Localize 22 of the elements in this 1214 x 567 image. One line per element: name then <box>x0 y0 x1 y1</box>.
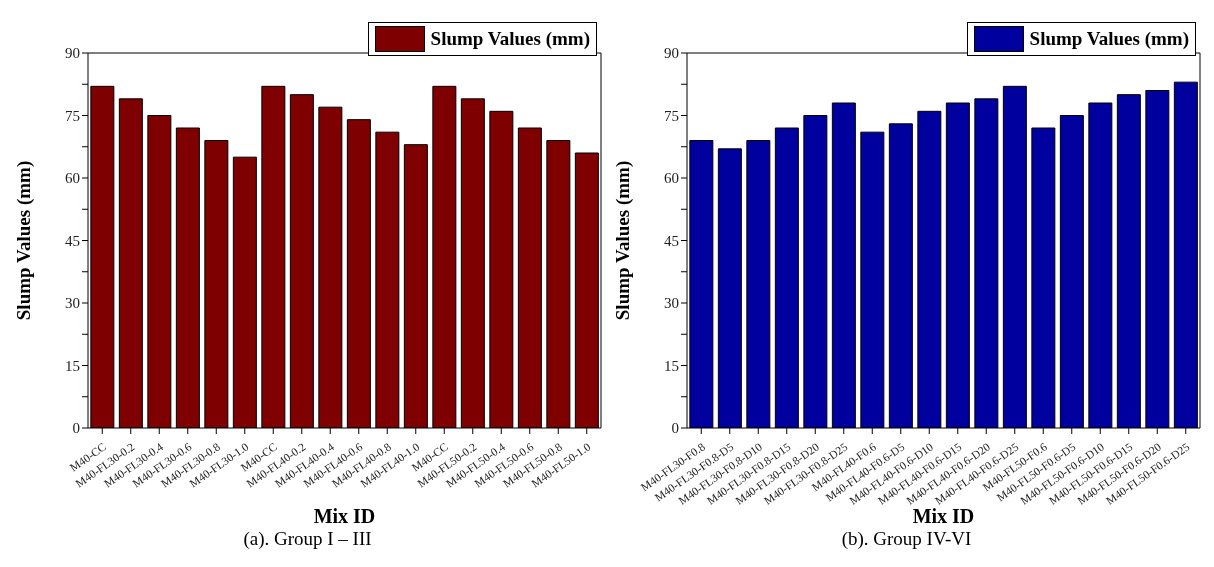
text: (b). Group IV-VI <box>840 528 973 550</box>
x-axis-title: Mix ID <box>313 505 376 527</box>
y-tick-label: 90 <box>664 45 679 62</box>
y-tick-label: 30 <box>664 295 679 312</box>
y-tick-label: 30 <box>65 295 80 312</box>
text: (a). Group I – III <box>242 528 373 550</box>
y-tick-label: 45 <box>664 232 679 249</box>
y-tick-label: 75 <box>664 107 679 124</box>
x-axis-title: Mix ID <box>912 505 975 527</box>
y-tick-label: 15 <box>664 357 679 374</box>
legend-label: Slump Values (mm) <box>1029 28 1189 50</box>
y-tick-label: 60 <box>65 170 80 187</box>
y-tick-label: 15 <box>65 357 80 374</box>
y-tick-label: 60 <box>664 170 679 187</box>
y-tick-label: 75 <box>65 107 80 124</box>
y-tick-label: 90 <box>65 45 80 62</box>
y-axis-title: Slump Values (mm) <box>12 160 35 321</box>
y-axis-title: Slump Values (mm) <box>611 160 634 321</box>
y-tick-label: 45 <box>65 232 80 249</box>
legend-label: Slump Values (mm) <box>430 28 590 50</box>
y-tick-label: 0 <box>671 420 679 437</box>
y-tick-label: 0 <box>72 420 80 437</box>
